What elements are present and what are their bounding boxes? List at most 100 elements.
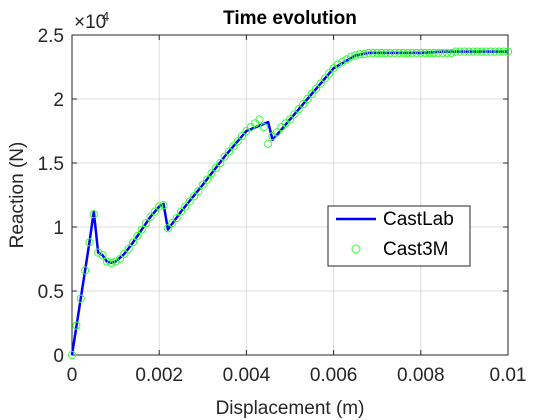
data-point-cast3m (124, 244, 133, 253)
y-tick-label: 2 (53, 90, 64, 111)
y-tick-label: 1.5 (38, 154, 64, 175)
data-point-cast3m (272, 128, 282, 137)
y-exponent-base: ×10 (74, 12, 106, 33)
data-point-cast3m (455, 47, 465, 56)
data-point-cast3m (172, 213, 181, 223)
data-point-cast3m (360, 50, 369, 59)
data-point-cast3m (490, 47, 500, 56)
data-point-cast3m (224, 147, 234, 156)
data-point-cast3m (285, 115, 295, 124)
data-point-cast3m (111, 257, 120, 266)
x-tick-label: 0.006 (310, 365, 358, 386)
data-point-cast3m (150, 207, 159, 216)
y-tick-label: 2.5 (38, 26, 64, 47)
data-point-cast3m (486, 47, 495, 56)
data-point-cast3m (325, 69, 334, 78)
data-point-cast3m (89, 210, 98, 219)
data-point-cast3m (237, 132, 247, 141)
legend-label-castlab: CastLab (383, 209, 454, 230)
data-point-cast3m (316, 79, 325, 88)
data-point-cast3m (142, 219, 151, 228)
data-point-cast3m (447, 48, 456, 58)
data-point-cast3m (346, 52, 356, 61)
data-point-cast3m (351, 51, 360, 60)
x-tick-label: 0.01 (490, 365, 527, 386)
plot-area (71, 34, 509, 356)
data-point-cast3m (128, 238, 138, 247)
data-point-cast3m (185, 197, 194, 206)
data-point-cast3m (94, 248, 103, 257)
data-point-cast3m (137, 225, 146, 234)
x-tick-label: 0.002 (135, 365, 183, 386)
y-exponent-power: 4 (102, 9, 109, 24)
data-point-cast3m (290, 110, 299, 119)
data-point-cast3m (377, 48, 386, 58)
data-point-cast3m (434, 48, 443, 58)
ticks: 0 0.002 0.004 0.006 0.008 0.01 0 0.5 1 1.5 2 2.5 (38, 26, 527, 386)
data-point-cast3m (189, 192, 199, 201)
data-point-cast3m (181, 202, 190, 211)
data-point-cast3m (255, 115, 264, 124)
data-point-cast3m (176, 207, 186, 216)
data-point-cast3m (495, 47, 504, 56)
data-point-cast3m (211, 164, 220, 173)
x-axis-label: Displacement (m) (216, 398, 365, 419)
data-point-cast3m (473, 47, 482, 56)
data-point-cast3m (72, 321, 81, 330)
data-point-cast3m (133, 231, 142, 241)
data-point-cast3m (76, 294, 85, 303)
data-point-cast3m (155, 202, 164, 211)
data-point-cast3m (259, 123, 268, 132)
data-point-cast3m (412, 48, 421, 58)
legend-label-cast3m: Cast3M (383, 239, 448, 260)
data-point-cast3m (233, 137, 242, 146)
data-point-cast3m (159, 201, 168, 210)
data-point-cast3m (102, 257, 111, 266)
data-point-cast3m (207, 169, 216, 178)
data-point-cast3m (477, 47, 486, 56)
data-point-cast3m (320, 74, 329, 83)
data-point-cast3m (499, 47, 508, 56)
data-point-cast3m (464, 47, 473, 56)
data-point-cast3m (469, 47, 478, 56)
data-point-cast3m (482, 47, 491, 56)
y-exponent: ×10 4 (74, 9, 109, 33)
y-tick-label: 0.5 (38, 282, 64, 303)
data-point-cast3m (394, 48, 404, 58)
data-point-cast3m (338, 57, 347, 66)
data-point-cast3m (364, 48, 373, 58)
data-point-cast3m (85, 238, 94, 247)
data-point-cast3m (120, 249, 129, 258)
data-point-cast3m (80, 266, 90, 275)
y-tick-label: 0 (53, 346, 64, 367)
x-tick-label: 0.008 (397, 365, 445, 386)
data-point-cast3m (312, 84, 321, 93)
data-point-cast3m (425, 48, 434, 58)
data-point-cast3m (416, 48, 425, 58)
data-point-cast3m (194, 187, 203, 196)
data-point-cast3m (333, 60, 343, 69)
data-point-cast3m (386, 48, 395, 58)
data-point-cast3m (460, 47, 469, 56)
series-markers-group (67, 47, 513, 360)
data-point-cast3m (399, 48, 408, 58)
data-point-cast3m (373, 48, 382, 58)
data-point-cast3m (298, 100, 308, 109)
chart-title: Time evolution (223, 8, 357, 29)
data-point-cast3m (163, 224, 173, 233)
legend-swatch-cast3m (351, 244, 361, 254)
data-point-cast3m (442, 48, 452, 58)
data-point-cast3m (381, 48, 391, 58)
data-point-cast3m (146, 212, 155, 221)
data-point-cast3m (98, 251, 107, 260)
data-point-cast3m (107, 258, 116, 267)
data-point-cast3m (67, 350, 77, 360)
x-tick-label: 0 (67, 365, 78, 386)
data-point-cast3m (429, 48, 438, 58)
x-tick-label: 0.004 (223, 365, 271, 386)
data-point-cast3m (294, 105, 303, 114)
data-point-cast3m (451, 47, 460, 56)
data-point-cast3m (216, 158, 225, 168)
